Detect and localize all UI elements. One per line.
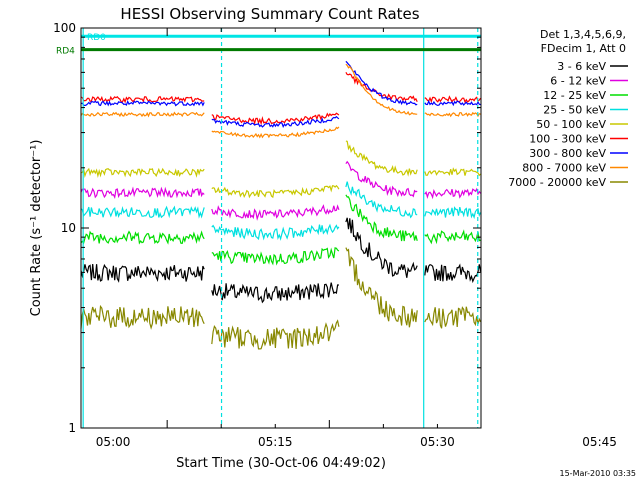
legend-header: FDecim 1, Att 0 [541,42,626,55]
flag-label-rd0: RD0 [87,33,106,43]
legend-label: 7000 - 20000 keV [508,176,606,189]
y-tick-label: 100 [53,21,76,35]
legend-header: Det 1,3,4,5,6,9, [540,28,626,41]
y-tick-label: 10 [61,221,76,235]
x-tick-label: 05:45 [582,435,617,449]
plot-frame [80,27,482,429]
footer-timestamp: 15-Mar-2010 03:35 [560,469,637,478]
series-line-2 [80,160,482,221]
series-line-8 [80,63,481,139]
y-axis-label: Count Rate (s⁻¹ detector⁻¹) [29,140,44,317]
legend-label: 800 - 7000 keV [522,162,606,175]
y-tick-label: 1 [68,421,76,435]
x-tick-label: 05:30 [420,435,455,449]
series-line-4 [80,181,482,241]
legend-label: 25 - 50 keV [543,104,606,117]
series-line-1 [80,217,482,304]
plot-area [80,28,482,428]
legend: RD0 RD4 Det 1,3,4,5,6,9,FDecim 1, Att 0 3 -… [56,28,628,189]
series-line-9 [80,247,482,350]
series-line-7 [80,60,481,129]
series-line-6 [80,71,482,126]
x-tick-label: 05:15 [258,435,293,449]
x-tick-label: 05:00 [96,435,131,449]
x-axis-label: Start Time (30-Oct-06 04:49:02) [176,456,386,471]
legend-label: 3 - 6 keV [557,60,606,73]
flag-label-rd4: RD4 [56,47,75,57]
legend-label: 50 - 100 keV [536,118,606,131]
chart-title: HESSI Observing Summary Count Rates [120,5,419,23]
legend-label: 300 - 800 keV [529,147,606,160]
series-line-5 [80,140,482,199]
legend-label: 100 - 300 keV [529,133,606,146]
legend-label: 12 - 25 keV [543,89,606,102]
series-line-3 [80,194,481,266]
legend-label: 6 - 12 keV [550,75,606,88]
